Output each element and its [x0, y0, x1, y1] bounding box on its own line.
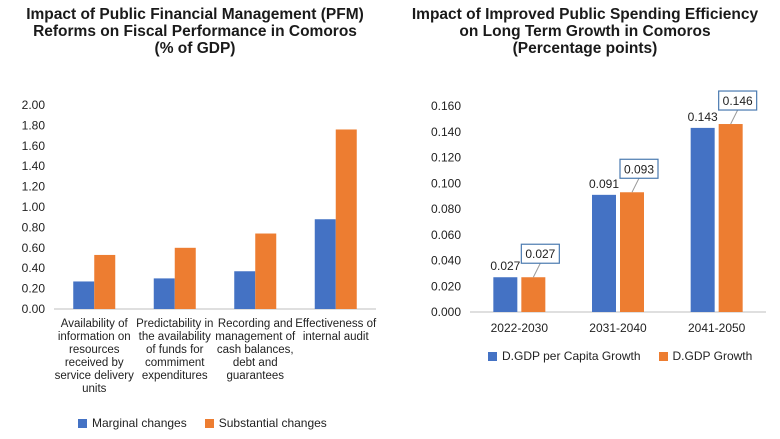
data-label-box [520, 243, 560, 264]
chart-title-line: Reforms on Fiscal Performance in Comoros [33, 23, 357, 40]
data-label: 0.091 [589, 177, 619, 191]
chart-title-line: on Long Term Growth in Comoros [459, 23, 711, 40]
x-category-label-line: expenditures [141, 370, 208, 382]
y-tick-label: 0.000 [431, 305, 461, 319]
x-category-label-line: cash balances, [216, 344, 294, 356]
y-tick-label: 1.40 [22, 159, 46, 173]
bar [592, 194, 616, 312]
x-category-label-line: Effectiveness of [295, 318, 377, 330]
x-category-label: 2022-2030 [491, 321, 549, 335]
y-tick-label: 0.80 [22, 220, 46, 234]
y-tick-label: 0.020 [431, 279, 461, 293]
y-tick-label: 0.00 [22, 302, 46, 316]
legend-label: Marginal changes [92, 416, 187, 430]
bar [73, 281, 95, 309]
bar [314, 219, 336, 309]
chart-title-line: Impact of Public Financial Management (P… [26, 6, 364, 23]
x-category-label-line: guarantees [226, 370, 285, 382]
spending-efficiency-plot: 0.000 0.020 0.040 0.060 0.080 0.100 0.120 0.140… [431, 90, 766, 335]
x-category-label: Predictability in the availability of fund… [125, 318, 225, 383]
bar [690, 127, 715, 312]
legend-swatch [204, 418, 214, 428]
x-category-label-line: debt and [232, 357, 278, 369]
y-tick-label: 0.20 [22, 282, 46, 296]
y-tick-label: 0.100 [431, 176, 461, 190]
x-category-label-line: management of [215, 331, 296, 343]
y-tick-label: 0.040 [431, 254, 461, 268]
y-tick-label: 2.00 [22, 98, 46, 112]
data-label-box [718, 90, 758, 111]
bar [620, 192, 644, 312]
x-category-label-line: the availability [138, 331, 211, 343]
bar [255, 233, 277, 309]
chart-legend: D.GDP per Capita Growth D.GDP Growth [488, 349, 770, 363]
data-label-leader [532, 263, 541, 278]
legend-item: D.GDP per Capita Growth [488, 349, 641, 363]
x-category-label: Effectiveness of internal audit [286, 318, 386, 344]
data-label: 0.027 [490, 259, 520, 273]
y-tick-label: 1.80 [22, 118, 46, 132]
legend-item: D.GDP Growth [658, 349, 753, 363]
chart-title-line: (Percentage points) [512, 40, 658, 57]
data-label-box [619, 158, 659, 179]
x-category-label-line: service delivery [54, 370, 134, 382]
pfm-chart-plot: 0.00 0.20 0.40 0.60 0.80 1.00 1.20 1.40 1.60 1.80… [22, 98, 376, 316]
legend-item: Marginal changes [78, 416, 187, 430]
y-tick-label: 1.60 [22, 139, 46, 153]
x-category-label-line: received by [64, 357, 124, 369]
pfm-chart: Impact of Public Financial Management (P… [0, 6, 390, 430]
x-category-label-line: resources [69, 344, 120, 356]
legend-item: Substantial changes [204, 416, 327, 430]
legend-swatch [78, 418, 87, 428]
data-label-leader [730, 109, 739, 125]
data-label: 0.146 [723, 94, 753, 108]
x-category-label-line: information on [57, 331, 131, 343]
chart-title: Impact of Improved Public Spending Effic… [390, 6, 780, 57]
y-tick-label: 1.00 [22, 200, 46, 214]
data-label: 0.143 [688, 110, 718, 124]
legend-label: D.GDP per Capita Growth [502, 349, 641, 363]
x-category-label: Recording and management of cash balances,… [205, 318, 305, 383]
x-category-label-line: Predictability in [136, 318, 214, 330]
y-tick-label: 0.120 [431, 151, 461, 165]
legend-label: Substantial changes [218, 416, 327, 430]
bar [234, 271, 256, 309]
legend-swatch [488, 351, 497, 361]
y-tick-label: 0.160 [431, 99, 461, 113]
bar [94, 254, 116, 309]
chart-legend: Marginal changes Substantial changes [78, 416, 345, 430]
y-tick-label: 0.080 [431, 202, 461, 216]
y-tick-label: 0.60 [22, 241, 46, 255]
legend-swatch [658, 351, 668, 361]
legend-label: D.GDP Growth [672, 349, 753, 363]
x-category-label-line: internal audit [302, 331, 369, 343]
spending-efficiency-chart: Impact of Improved Public Spending Effic… [390, 0, 780, 439]
x-category-label: Availability of information on resources re… [44, 318, 144, 396]
bar [335, 129, 357, 309]
bar [174, 247, 196, 309]
y-tick-label: 0.060 [431, 228, 461, 242]
data-label: 0.093 [624, 162, 654, 176]
x-category-label-line: commiment [145, 357, 205, 369]
y-tick-label: 1.20 [22, 180, 46, 194]
x-category-label: 2031-2040 [589, 321, 647, 335]
x-category-label-line: of funds for [145, 344, 204, 356]
data-label-leader [631, 178, 640, 193]
x-category-label-line: Recording and [217, 318, 293, 330]
x-category-label-line: units [82, 383, 107, 395]
bar [521, 277, 546, 312]
bar [493, 277, 518, 312]
y-tick-label: 0.40 [22, 261, 46, 275]
chart-title: Impact of Public Financial Management (P… [0, 6, 390, 57]
x-category-label: 2041-2050 [688, 321, 746, 335]
bar [153, 278, 175, 309]
data-label: 0.027 [525, 247, 555, 261]
y-tick-label: 0.140 [431, 125, 461, 139]
chart-title-line: Impact of Improved Public Spending Effic… [411, 6, 759, 23]
bar [718, 124, 743, 313]
x-category-label-line: Availability of [60, 318, 128, 330]
chart-title-line: (% of GDP) [154, 40, 236, 57]
